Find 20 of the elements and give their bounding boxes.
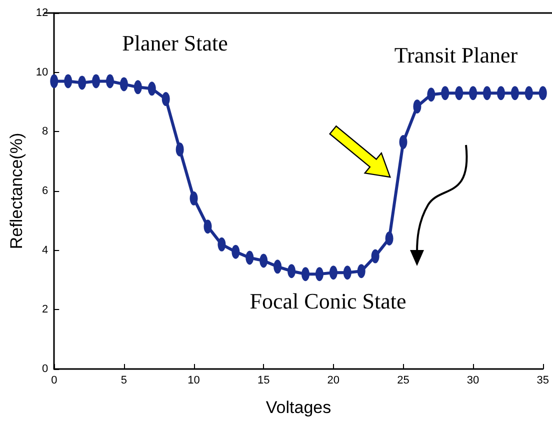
y-tick-label: 12 [36,7,48,19]
annotation: Transit Planer [394,42,518,68]
y-tick-label: 8 [42,126,48,138]
y-tick-label: 10 [36,66,48,78]
annotation: Focal Conic State [250,288,406,314]
annotation: Planer State [122,30,228,56]
x-tick-label: 10 [188,374,200,386]
x-tick-label: 0 [51,374,58,386]
x-tick-label: 30 [466,374,480,386]
x-axis-title: Voltages [266,398,332,417]
x-tick-label: 15 [257,374,270,386]
x-tick-label: 20 [327,374,340,386]
y-tick-label: 2 [42,304,48,316]
y-tick-label: 4 [42,244,48,256]
y-tick-label: 0 [42,363,48,375]
y-axis-title: Reflectance(%) [7,132,26,250]
y-tick-label: 6 [42,185,48,197]
x-tick-label: 35 [536,374,550,386]
x-tick-label: 25 [397,374,410,386]
x-tick-label: 5 [120,374,128,386]
